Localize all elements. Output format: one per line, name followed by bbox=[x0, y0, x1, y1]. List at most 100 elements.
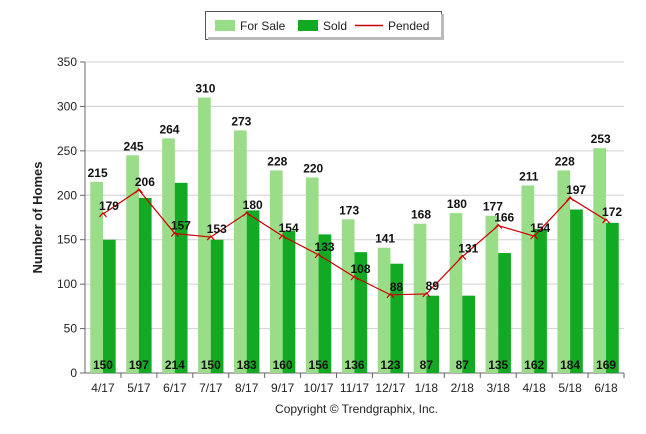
data-label-sold: 87 bbox=[420, 358, 434, 372]
pended-point bbox=[602, 218, 610, 224]
data-label-pended: 108 bbox=[350, 262, 370, 276]
data-label-pended: 88 bbox=[390, 280, 404, 294]
data-label-for-sale: 264 bbox=[159, 122, 179, 136]
x-tick-label: 1/18 bbox=[415, 381, 439, 395]
pended-point bbox=[458, 254, 467, 260]
data-label-for-sale: 228 bbox=[555, 154, 575, 168]
data-label-for-sale: 173 bbox=[339, 203, 359, 217]
data-label-pended: 89 bbox=[426, 279, 440, 293]
bar-for-sale bbox=[449, 213, 463, 373]
data-label-sold: 150 bbox=[93, 358, 113, 372]
bar-sold bbox=[210, 239, 224, 373]
legend-swatch-1 bbox=[298, 20, 318, 31]
data-label-for-sale: 253 bbox=[591, 132, 611, 146]
bar-for-sale bbox=[521, 185, 535, 373]
y-axis-ticks: 0 50 100 150 200 250 300 350 bbox=[57, 55, 85, 380]
x-tick-label: 10/17 bbox=[304, 381, 334, 395]
copyright-text: Copyright © Trendgraphix, Inc. bbox=[275, 402, 438, 416]
x-tick-label: 4/18 bbox=[522, 381, 546, 395]
pended-point bbox=[314, 252, 323, 259]
pended-point bbox=[566, 196, 575, 202]
pended-point bbox=[422, 292, 431, 298]
data-label-sold: 160 bbox=[273, 358, 293, 372]
x-tick-label: 12/17 bbox=[375, 381, 405, 395]
legend-shadow-side bbox=[441, 14, 444, 40]
bar-sold bbox=[498, 253, 511, 373]
bar-sold bbox=[246, 210, 260, 373]
bar-for-sale bbox=[269, 170, 283, 373]
legend-label-1: Sold bbox=[323, 19, 347, 33]
x-tick-label: 4/17 bbox=[91, 381, 115, 395]
data-label-for-sale: 245 bbox=[124, 139, 144, 153]
pended-point bbox=[278, 234, 287, 240]
data-label-for-sale: 310 bbox=[195, 82, 215, 96]
bar-sold bbox=[390, 263, 404, 373]
data-label-pended: 206 bbox=[135, 175, 155, 189]
bar-for-sale bbox=[413, 223, 427, 373]
data-label-sold: 183 bbox=[237, 358, 257, 372]
x-tick-label: 6/18 bbox=[594, 381, 618, 395]
bar-for-sale bbox=[198, 97, 211, 374]
y-tick-label: 0 bbox=[70, 366, 77, 380]
data-label-sold: 162 bbox=[524, 358, 544, 372]
bar-sold bbox=[534, 229, 547, 373]
data-label-pended: 197 bbox=[566, 183, 586, 197]
bars bbox=[90, 97, 619, 374]
data-label-pended: 131 bbox=[458, 242, 478, 256]
pended-point bbox=[99, 212, 107, 218]
y-tick-label: 200 bbox=[57, 188, 77, 202]
pended-point bbox=[530, 234, 539, 240]
x-tick-label: 3/18 bbox=[487, 381, 511, 395]
data-label-for-sale: 220 bbox=[303, 162, 323, 176]
data-label-pended: 133 bbox=[315, 240, 335, 254]
legend: For Sale Sold Pended bbox=[205, 11, 444, 40]
pended-series bbox=[99, 188, 610, 299]
data-labels: 215 150 245 197 264 214 310 150 273 183 228 160 220 1… bbox=[88, 82, 623, 372]
bar-for-sale bbox=[341, 219, 355, 373]
bar-sold bbox=[426, 295, 440, 373]
pended-point bbox=[170, 231, 179, 237]
y-tick-label: 150 bbox=[57, 233, 77, 247]
bar-for-sale bbox=[305, 177, 319, 373]
bar-for-sale bbox=[234, 130, 247, 373]
bar-sold bbox=[174, 182, 188, 373]
pended-point bbox=[242, 211, 251, 217]
bar-for-sale bbox=[126, 155, 139, 373]
legend-label-0: For Sale bbox=[240, 19, 286, 33]
pended-point bbox=[350, 275, 359, 281]
x-tick-label: 11/17 bbox=[340, 381, 369, 395]
data-label-sold: 184 bbox=[560, 358, 580, 372]
data-label-pended: 153 bbox=[207, 222, 227, 236]
pended-point bbox=[386, 292, 395, 299]
x-tick-label: 9/17 bbox=[271, 381, 295, 395]
x-tick-label: 6/17 bbox=[163, 381, 187, 395]
data-label-sold: 123 bbox=[380, 358, 400, 372]
legend-box bbox=[205, 11, 442, 40]
bar-sold bbox=[570, 209, 583, 373]
data-label-pended: 154 bbox=[530, 221, 550, 235]
bar-sold bbox=[606, 222, 619, 373]
data-label-sold: 136 bbox=[344, 358, 364, 372]
legend-swatch-0 bbox=[215, 20, 235, 31]
pended-point bbox=[206, 235, 215, 241]
data-label-pended: 157 bbox=[171, 218, 191, 232]
y-tick-label: 250 bbox=[57, 144, 77, 158]
x-tick-label: 2/18 bbox=[451, 381, 475, 395]
data-label-for-sale: 168 bbox=[411, 208, 431, 222]
data-label-for-sale: 215 bbox=[88, 166, 108, 180]
data-label-sold: 87 bbox=[456, 358, 470, 372]
x-axis-ticks: 4/17 5/17 6/17 7/17 8/17 9/17 10/17 11/17 12/17 1… bbox=[91, 373, 625, 395]
x-tick-label: 5/18 bbox=[558, 381, 582, 395]
y-tick-label: 100 bbox=[57, 277, 77, 291]
data-label-for-sale: 180 bbox=[447, 197, 467, 211]
bar-for-sale bbox=[557, 170, 571, 373]
data-label-for-sale: 211 bbox=[519, 170, 539, 184]
data-label-for-sale: 141 bbox=[375, 232, 395, 246]
data-label-pended: 166 bbox=[494, 210, 514, 224]
legend-shadow bbox=[208, 37, 444, 40]
data-label-for-sale: 228 bbox=[267, 154, 287, 168]
x-tick-label: 8/17 bbox=[235, 381, 259, 395]
data-label-pended: 172 bbox=[602, 205, 622, 219]
